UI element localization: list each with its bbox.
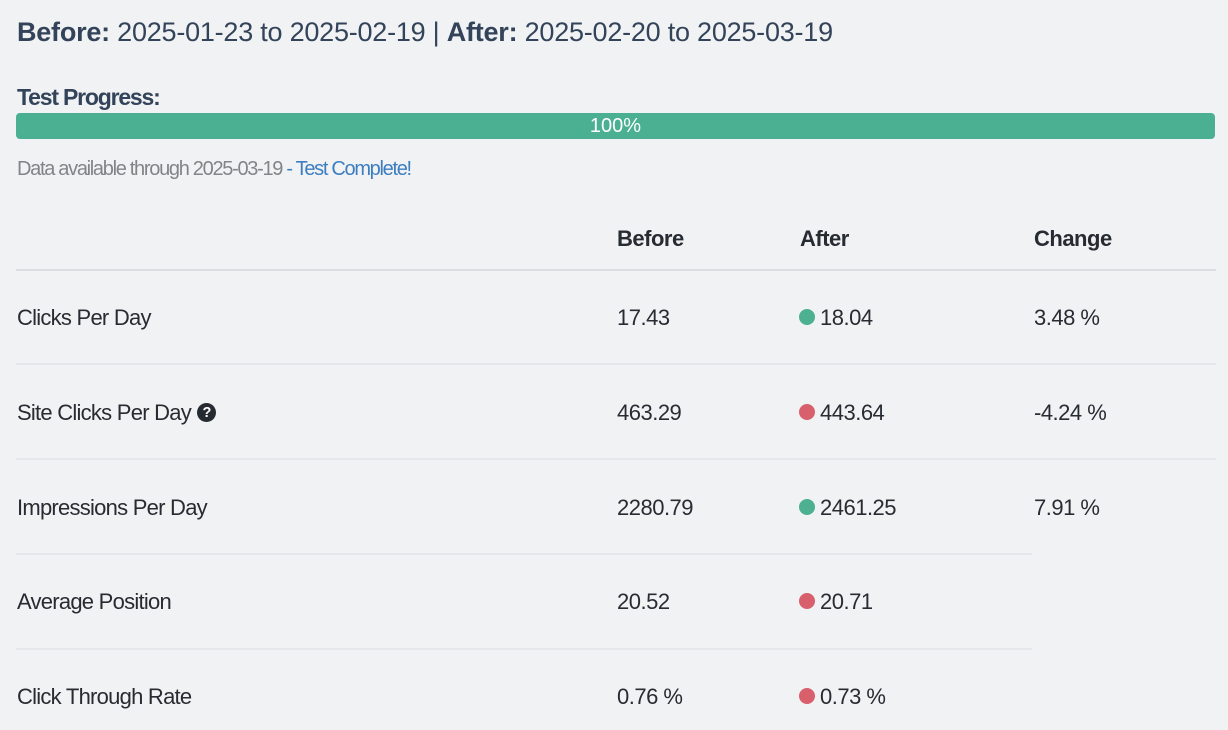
svg-text:?: ? — [203, 405, 212, 421]
